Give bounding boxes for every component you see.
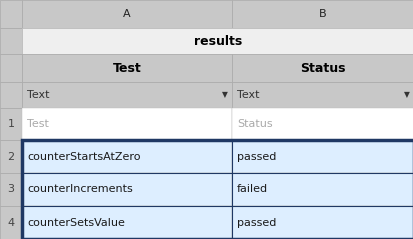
Text: 4: 4 <box>7 217 14 228</box>
Bar <box>231 82 413 108</box>
Bar <box>22 206 231 239</box>
Text: B: B <box>318 9 326 19</box>
Text: ▼: ▼ <box>222 91 228 99</box>
Text: Test: Test <box>112 61 141 75</box>
Bar <box>0 0 22 28</box>
Bar <box>22 82 231 108</box>
Bar <box>0 54 22 82</box>
Text: results: results <box>193 34 242 48</box>
Bar <box>22 173 231 206</box>
Bar <box>0 28 22 54</box>
Text: Text: Text <box>236 90 259 100</box>
Bar <box>231 140 413 173</box>
Text: Status: Status <box>299 61 345 75</box>
Text: Test: Test <box>27 119 49 129</box>
Bar <box>22 0 231 28</box>
Text: A: A <box>123 9 131 19</box>
Text: Text: Text <box>27 90 50 100</box>
Bar <box>22 140 413 239</box>
Text: 2: 2 <box>7 152 14 162</box>
Text: counterStartsAtZero: counterStartsAtZero <box>27 152 140 162</box>
Bar <box>22 54 231 82</box>
Bar <box>231 108 413 140</box>
Bar <box>22 28 413 54</box>
Bar <box>231 206 413 239</box>
Text: passed: passed <box>236 152 276 162</box>
Text: Status: Status <box>236 119 272 129</box>
Text: failed: failed <box>236 185 268 195</box>
Text: passed: passed <box>236 217 276 228</box>
Text: 1: 1 <box>7 119 14 129</box>
Text: counterIncrements: counterIncrements <box>27 185 133 195</box>
Bar <box>0 82 22 108</box>
Bar <box>22 140 231 173</box>
Bar <box>231 173 413 206</box>
Bar <box>0 173 22 206</box>
Bar <box>231 0 413 28</box>
Bar <box>22 108 231 140</box>
Bar <box>0 140 22 173</box>
Text: ▼: ▼ <box>403 91 409 99</box>
Bar <box>0 206 22 239</box>
Text: counterSetsValue: counterSetsValue <box>27 217 125 228</box>
Bar <box>231 54 413 82</box>
Bar <box>0 108 22 140</box>
Text: 3: 3 <box>7 185 14 195</box>
